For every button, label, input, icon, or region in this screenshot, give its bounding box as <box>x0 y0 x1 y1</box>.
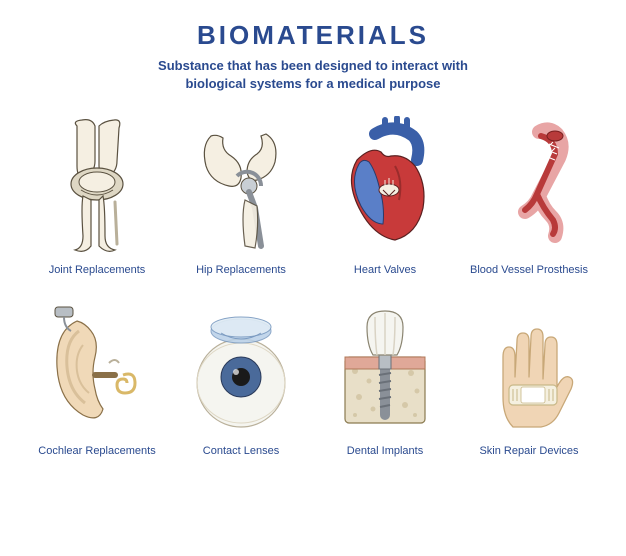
hip-replacements-icon <box>181 116 301 256</box>
caption: Hip Replacements <box>196 264 286 277</box>
card-heart-valves: Heart Valves <box>318 116 452 277</box>
heart-valves-icon <box>325 116 445 256</box>
blood-vessel-prosthesis-icon <box>469 116 589 256</box>
skin-repair-devices-icon <box>469 297 589 437</box>
page-title: BIOMATERIALS <box>197 20 429 51</box>
contact-lenses-icon <box>181 297 301 437</box>
subtitle-line1: Substance that has been designed to inte… <box>158 58 468 73</box>
card-joint-replacements: Joint Replacements <box>30 116 164 277</box>
subtitle-line2: biological systems for a medical purpose <box>185 76 440 91</box>
card-blood-vessel-prosthesis: Blood Vessel Prosthesis <box>462 116 596 277</box>
caption: Dental Implants <box>347 445 423 458</box>
items-grid: Joint Replacements Hip Replacements <box>30 116 596 458</box>
caption: Blood Vessel Prosthesis <box>470 264 588 277</box>
card-hip-replacements: Hip Replacements <box>174 116 308 277</box>
card-dental-implants: Dental Implants <box>318 297 452 458</box>
card-skin-repair-devices: Skin Repair Devices <box>462 297 596 458</box>
joint-replacements-icon <box>37 116 157 256</box>
caption: Cochlear Replacements <box>38 445 155 458</box>
caption: Heart Valves <box>354 264 416 277</box>
caption: Skin Repair Devices <box>479 445 578 458</box>
caption: Joint Replacements <box>49 264 146 277</box>
card-cochlear-replacements: Cochlear Replacements <box>30 297 164 458</box>
page-subtitle: Substance that has been designed to inte… <box>158 57 468 92</box>
caption: Contact Lenses <box>203 445 279 458</box>
cochlear-replacements-icon <box>37 297 157 437</box>
card-contact-lenses: Contact Lenses <box>174 297 308 458</box>
dental-implants-icon <box>325 297 445 437</box>
